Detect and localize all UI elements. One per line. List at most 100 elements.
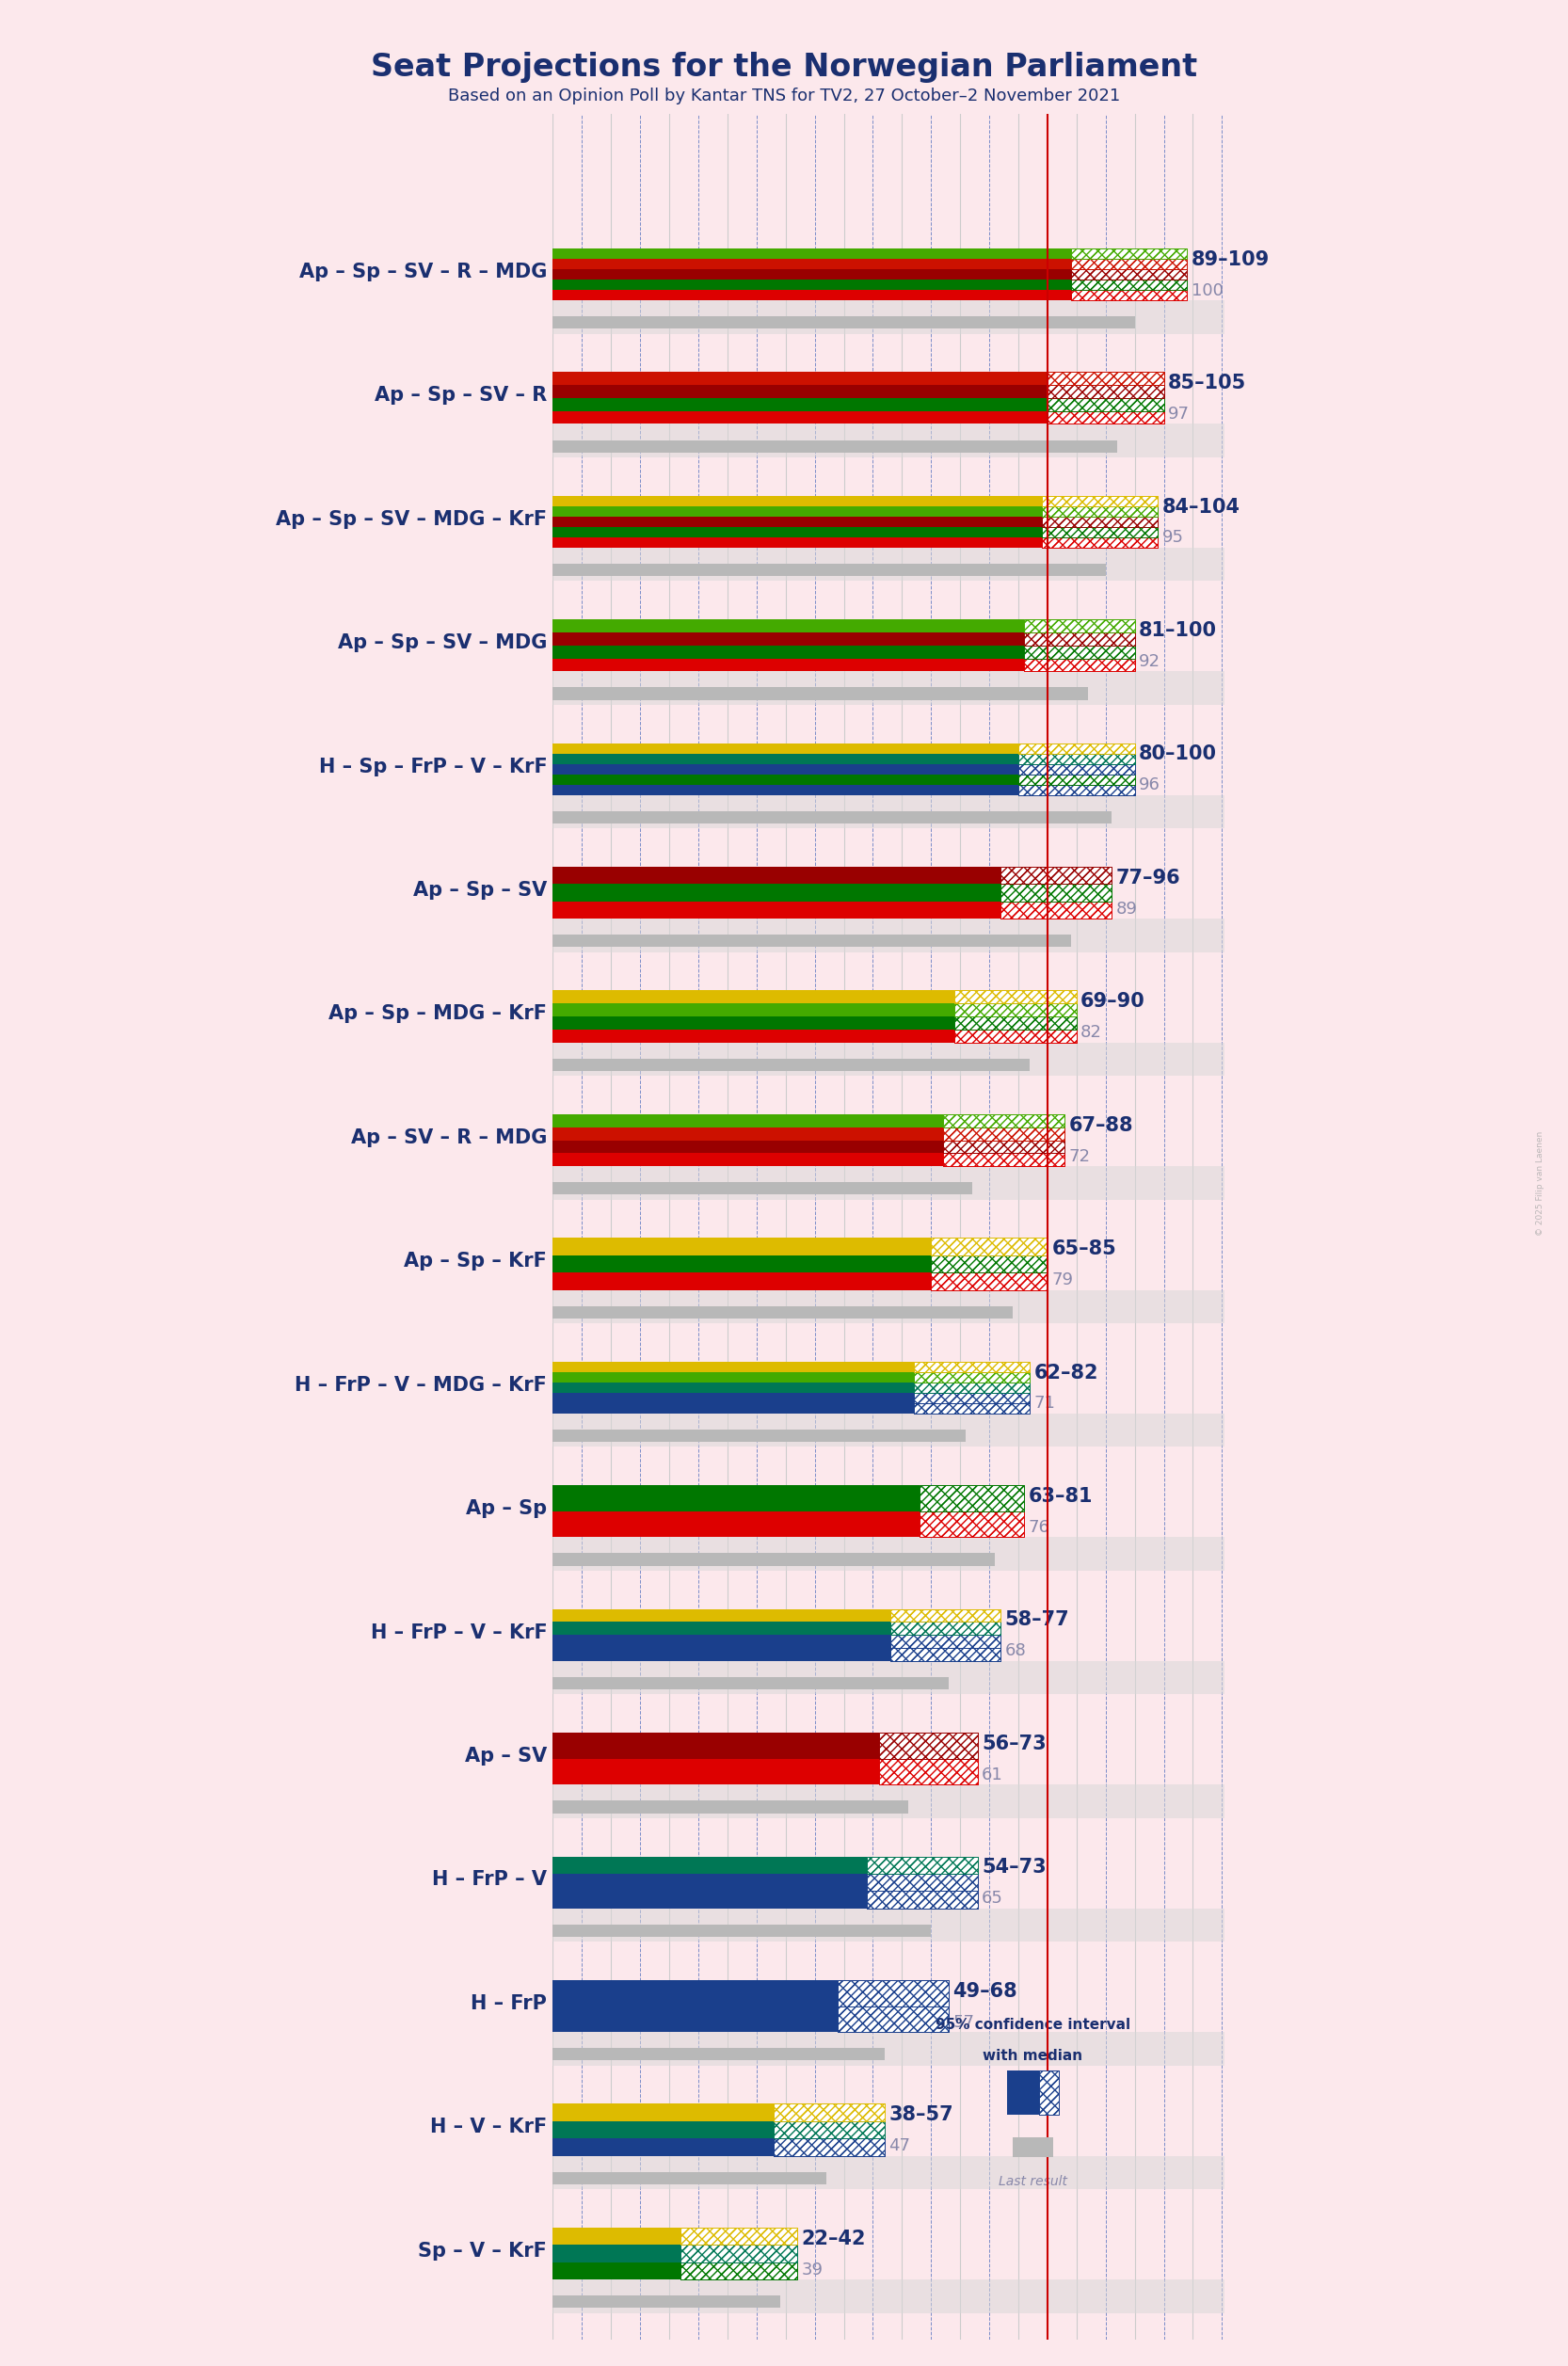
Bar <box>1047 371 1163 386</box>
Bar <box>955 991 1077 1003</box>
Bar <box>554 2049 884 2061</box>
Bar <box>878 1732 977 1758</box>
Bar <box>681 2262 797 2278</box>
Bar <box>554 1677 949 1689</box>
Bar <box>554 1801 908 1812</box>
Bar <box>891 1623 1000 1635</box>
Bar <box>554 291 1071 300</box>
Bar <box>554 2006 837 2032</box>
Bar <box>554 2139 775 2155</box>
Bar <box>867 1890 977 1909</box>
Text: Ap – Sp – SV – R – MDG: Ap – Sp – SV – R – MDG <box>299 263 547 282</box>
Bar <box>554 1017 955 1029</box>
Bar <box>878 1758 977 1784</box>
Text: H – FrP: H – FrP <box>470 1995 547 2013</box>
Text: 84–104: 84–104 <box>1162 497 1240 516</box>
Text: H – Sp – FrP – V – KrF: H – Sp – FrP – V – KrF <box>318 757 547 776</box>
Bar <box>1041 516 1159 528</box>
Bar <box>554 397 1047 412</box>
Bar <box>867 1857 977 1874</box>
Bar <box>1000 866 1112 885</box>
Bar <box>1024 632 1135 646</box>
Bar <box>891 1623 1000 1635</box>
Bar <box>554 412 1047 424</box>
Bar <box>919 1486 1024 1512</box>
Bar <box>931 1273 1047 1289</box>
Bar <box>554 386 1047 397</box>
Bar <box>554 1980 837 2006</box>
Bar <box>554 2172 826 2184</box>
Bar <box>554 516 1041 528</box>
Bar <box>554 1924 931 1938</box>
Bar <box>554 248 1071 258</box>
Bar <box>775 2103 884 2120</box>
Text: © 2025 Filip van Laenen: © 2025 Filip van Laenen <box>1537 1131 1544 1235</box>
Bar <box>1047 386 1163 397</box>
Bar <box>554 497 1041 506</box>
Bar <box>919 1512 1024 1538</box>
Bar <box>891 1635 1000 1649</box>
Text: 67–88: 67–88 <box>1069 1117 1134 1136</box>
Bar <box>1018 743 1135 752</box>
Bar <box>891 1649 1000 1661</box>
Bar <box>1047 412 1163 424</box>
Bar <box>554 2245 681 2262</box>
Bar <box>554 743 1018 752</box>
Text: 80–100: 80–100 <box>1138 745 1217 764</box>
Bar <box>1041 497 1159 506</box>
Bar <box>554 901 1000 918</box>
Bar <box>554 646 1024 658</box>
Bar <box>554 1403 914 1413</box>
Bar <box>554 1554 996 1566</box>
Text: 85–105: 85–105 <box>1168 374 1247 393</box>
Bar <box>955 991 1077 1003</box>
Bar <box>681 2262 797 2278</box>
Bar <box>554 672 1225 705</box>
Bar <box>1018 752 1135 764</box>
Bar <box>554 371 1047 386</box>
Text: 72: 72 <box>1069 1148 1091 1164</box>
Bar <box>681 2245 797 2262</box>
Bar <box>554 1126 942 1140</box>
Bar <box>554 1394 914 1403</box>
Bar <box>1041 506 1159 516</box>
Bar <box>554 935 1071 946</box>
Text: H – FrP – V: H – FrP – V <box>433 1872 547 1890</box>
Bar <box>1071 270 1187 279</box>
Bar <box>554 991 955 1003</box>
Text: Ap – Sp – SV – MDG – KrF: Ap – Sp – SV – MDG – KrF <box>276 509 547 528</box>
Text: Ap – SV: Ap – SV <box>466 1746 547 1765</box>
Bar <box>554 1237 931 1256</box>
Bar <box>1047 397 1163 412</box>
Text: 71: 71 <box>1033 1396 1055 1413</box>
Bar <box>554 1661 1225 1694</box>
Bar <box>554 1784 1225 1817</box>
Bar <box>554 1382 914 1394</box>
Bar <box>554 537 1041 547</box>
Bar <box>554 786 1018 795</box>
Text: Ap – Sp – SV – MDG: Ap – Sp – SV – MDG <box>337 634 547 653</box>
Text: Seat Projections for the Norwegian Parliament: Seat Projections for the Norwegian Parli… <box>370 52 1198 83</box>
Bar <box>554 1003 955 1017</box>
Text: 95% confidence interval: 95% confidence interval <box>936 2018 1131 2032</box>
Bar <box>554 506 1041 516</box>
Bar <box>914 1372 1030 1382</box>
Bar <box>554 2120 775 2139</box>
Bar <box>1000 885 1112 901</box>
Bar <box>955 1029 1077 1043</box>
Bar <box>554 547 1225 582</box>
Bar <box>1024 658 1135 672</box>
Bar <box>554 1289 1225 1323</box>
Bar <box>867 1874 977 1890</box>
Bar <box>554 317 1135 329</box>
Bar <box>775 2120 884 2139</box>
Text: 38–57: 38–57 <box>889 2106 953 2125</box>
Bar <box>554 1413 1225 1448</box>
Bar <box>837 2006 949 2032</box>
Bar <box>955 1017 1077 1029</box>
Bar <box>1041 528 1159 537</box>
Bar <box>1024 620 1135 632</box>
Text: H – FrP – V – KrF: H – FrP – V – KrF <box>370 1623 547 1642</box>
Bar <box>554 1874 867 1890</box>
Text: 65–85: 65–85 <box>1052 1240 1116 1259</box>
